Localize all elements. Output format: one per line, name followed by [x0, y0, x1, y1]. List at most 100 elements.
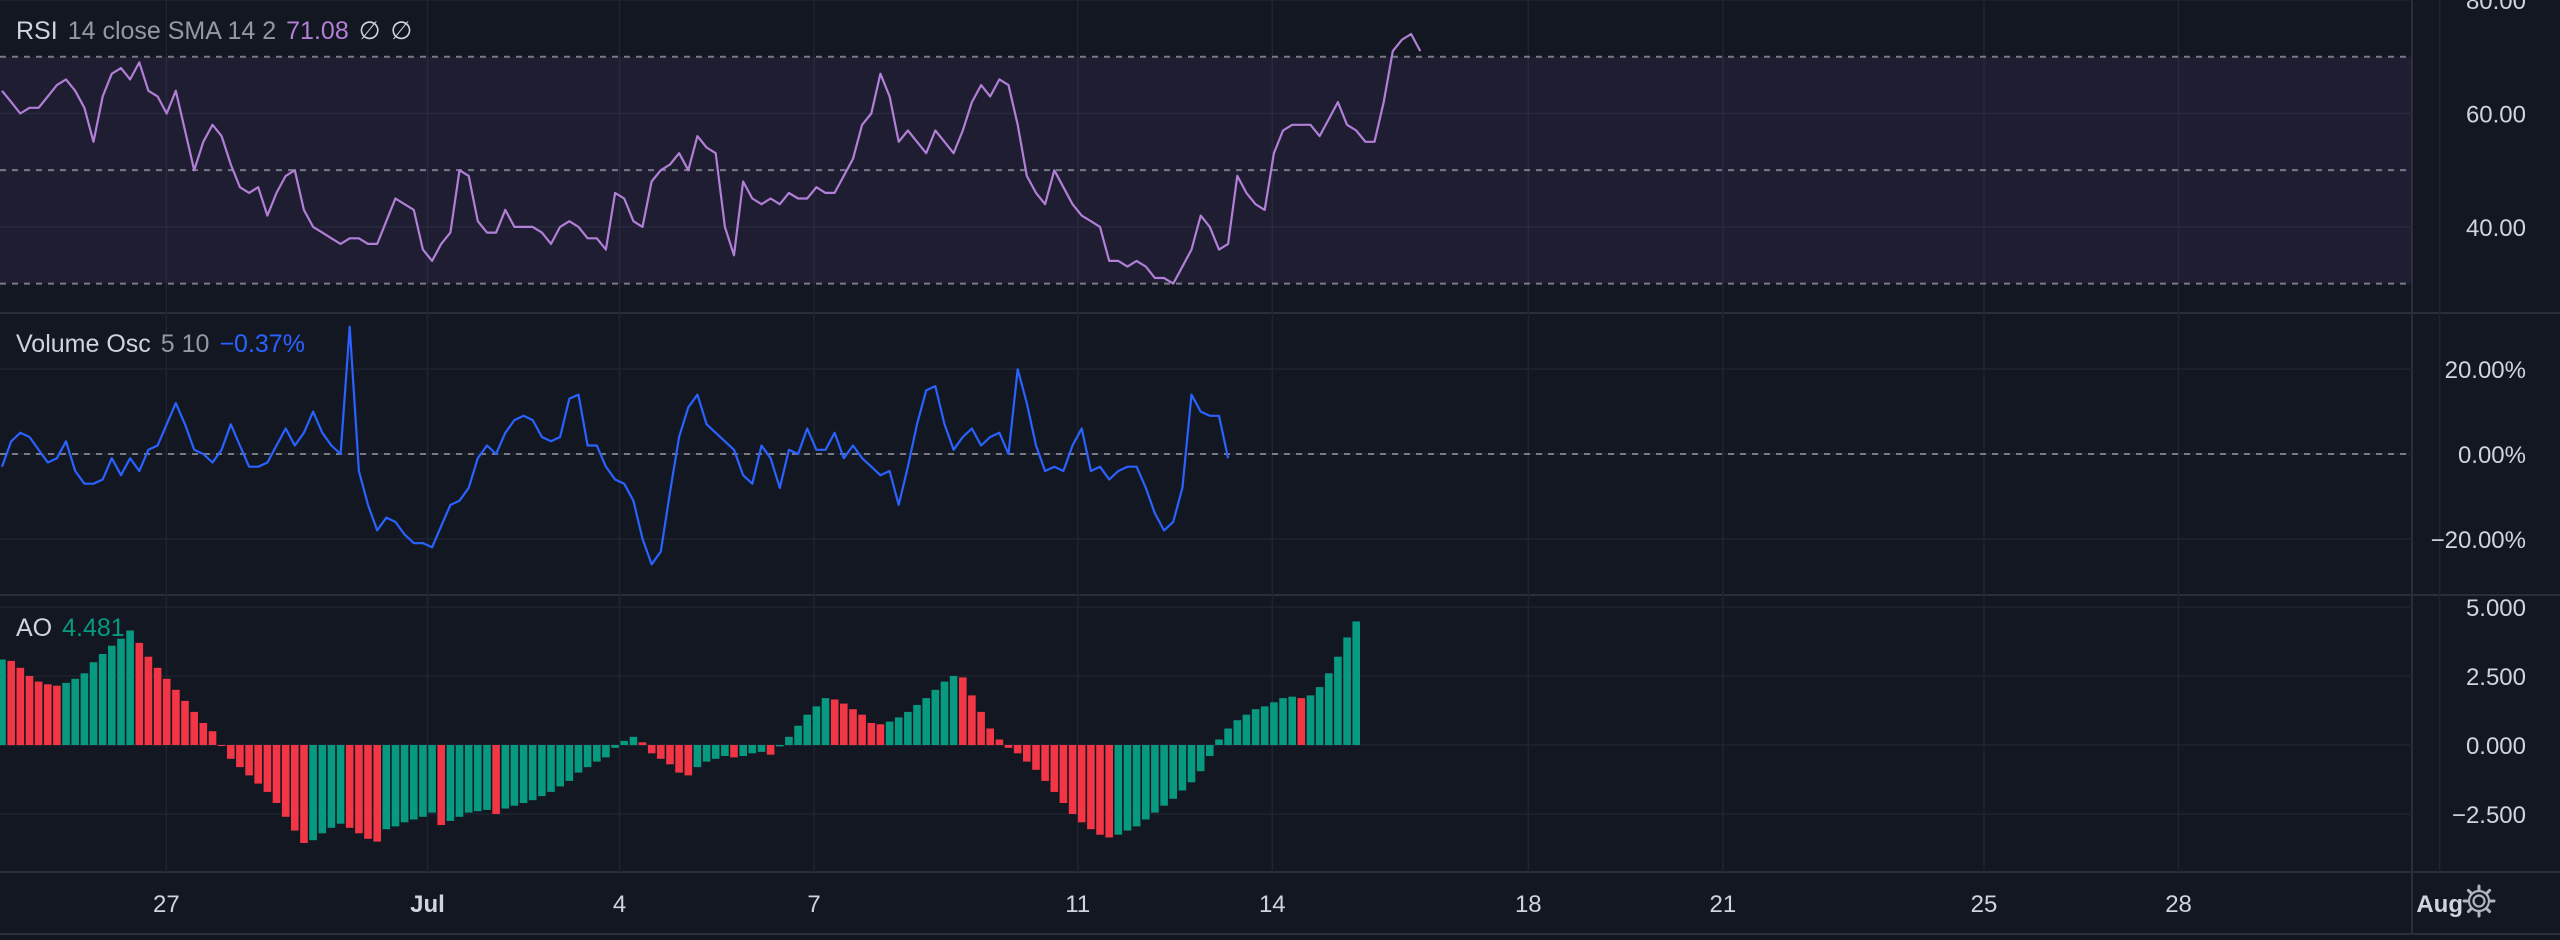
ao-bar[interactable] [1151, 745, 1159, 813]
ao-bar[interactable] [291, 745, 299, 831]
ao-bar[interactable] [776, 745, 784, 747]
ao-bar[interactable] [327, 745, 336, 828]
ao-bar[interactable] [1315, 687, 1324, 746]
ao-bar[interactable] [236, 745, 244, 768]
ao-bar[interactable] [181, 700, 189, 746]
ao-bar[interactable] [1132, 745, 1141, 827]
ao-bar[interactable] [693, 745, 702, 768]
ao-bar[interactable] [1032, 745, 1040, 770]
ao-bar[interactable] [281, 745, 290, 817]
ao-bar[interactable] [995, 739, 1004, 746]
ao-bar[interactable] [373, 745, 381, 842]
ao-bar[interactable] [25, 676, 34, 745]
ao-bar[interactable] [885, 721, 894, 746]
ao-bar[interactable] [766, 745, 775, 755]
ao-bar[interactable] [208, 731, 217, 745]
ao-bar[interactable] [519, 745, 528, 803]
ao-bar[interactable] [702, 745, 711, 762]
ao-bar[interactable] [931, 689, 940, 745]
ao-bar[interactable] [172, 689, 180, 745]
ao-bar[interactable] [437, 745, 445, 825]
ao-bar[interactable] [336, 745, 345, 824]
ao-bar[interactable] [254, 745, 262, 784]
ao-bar[interactable] [620, 740, 628, 745]
volume-osc-line[interactable] [0, 325, 1230, 566]
ao-bar[interactable] [666, 745, 674, 765]
rsi-legend[interactable]: RSI 14 close SMA 14 2 71.08 ∅ ∅ [16, 16, 412, 46]
ao-bar[interactable] [1013, 745, 1022, 754]
ao-bar[interactable] [721, 745, 729, 756]
ao-bar[interactable] [1343, 637, 1351, 745]
ao-bar[interactable] [1059, 745, 1068, 803]
ao-bar[interactable] [840, 703, 848, 745]
ao-bar[interactable] [446, 745, 455, 821]
rsi-pane[interactable]: 80.00 60.00 40.00 [0, 0, 2526, 285]
ao-bar[interactable] [300, 745, 308, 843]
ao-bar[interactable] [34, 681, 43, 746]
ao-bar[interactable] [1105, 745, 1113, 838]
ao-bar[interactable] [62, 682, 70, 745]
ao-bar[interactable] [867, 723, 876, 746]
ao-bar[interactable] [464, 745, 473, 813]
ao-bar[interactable] [1077, 745, 1086, 823]
ao-bar[interactable] [309, 745, 317, 841]
ao-bar[interactable] [1206, 745, 1214, 756]
ao-bar[interactable] [602, 745, 610, 758]
ao-bar[interactable] [227, 745, 235, 759]
ao-bar[interactable] [1306, 695, 1315, 746]
ao-bar[interactable] [1041, 745, 1049, 781]
ao-bar[interactable] [355, 745, 363, 834]
ao-bar[interactable] [1096, 745, 1104, 835]
ao-bar[interactable] [1325, 673, 1333, 746]
ao-bar[interactable] [748, 745, 757, 754]
ao-bar[interactable] [1288, 696, 1296, 745]
ao-bar[interactable] [199, 723, 208, 746]
ao-bar[interactable] [117, 638, 125, 746]
ao-bar[interactable] [108, 645, 116, 746]
ao-bar[interactable] [391, 745, 400, 827]
ao-bar[interactable] [739, 745, 747, 756]
ao-bar[interactable] [538, 745, 546, 797]
ao-bar[interactable] [959, 677, 967, 745]
ao-bar[interactable] [904, 711, 912, 745]
ao-bar[interactable] [794, 725, 802, 745]
ao-bar[interactable] [16, 667, 25, 746]
ao-bar[interactable] [190, 711, 198, 745]
ao-bar[interactable] [757, 745, 766, 752]
ao-bar[interactable] [1279, 698, 1287, 745]
ao-bar[interactable] [364, 745, 372, 839]
ao-bar[interactable] [400, 745, 409, 823]
ao-bar[interactable] [1242, 714, 1251, 746]
ao-bar[interactable] [1169, 745, 1177, 799]
ao-bar[interactable] [803, 714, 811, 746]
ao-bar[interactable] [1178, 745, 1187, 791]
ao-bar[interactable] [565, 745, 574, 781]
ao-bar[interactable] [501, 745, 510, 809]
ao-bar[interactable] [455, 745, 464, 817]
ao-pane[interactable]: 5.000 2.500 0.000 −2.500 [0, 595, 2526, 843]
ao-bar[interactable] [245, 745, 253, 776]
ao-bar[interactable] [675, 745, 683, 773]
ao-bar[interactable] [272, 745, 281, 803]
ao-bar[interactable] [98, 654, 107, 746]
ao-bar[interactable] [647, 745, 656, 754]
ao-bar[interactable] [1224, 728, 1232, 746]
ao-bar[interactable] [821, 698, 830, 745]
ao-bar[interactable] [80, 673, 89, 746]
ao-bar[interactable] [1160, 745, 1168, 806]
volume-osc-pane[interactable]: 20.00% 0.00% −20.00% [0, 325, 2526, 566]
ao-bar[interactable] [474, 745, 482, 812]
ao-bar[interactable] [1215, 739, 1223, 746]
ao-bar[interactable] [1196, 745, 1205, 772]
ao-bar[interactable] [556, 745, 564, 787]
ao-bar[interactable] [71, 678, 79, 745]
ao-bar[interactable] [638, 742, 647, 746]
ao-bar[interactable] [785, 736, 793, 746]
ao-bar[interactable] [89, 662, 98, 745]
ao-bar[interactable] [410, 745, 418, 820]
ao-bar[interactable] [1123, 745, 1132, 831]
ao-bar[interactable] [858, 714, 866, 746]
ao-bar[interactable] [1297, 698, 1306, 745]
rsi-line[interactable] [1, 32, 1422, 285]
ao-bar[interactable] [711, 745, 720, 759]
